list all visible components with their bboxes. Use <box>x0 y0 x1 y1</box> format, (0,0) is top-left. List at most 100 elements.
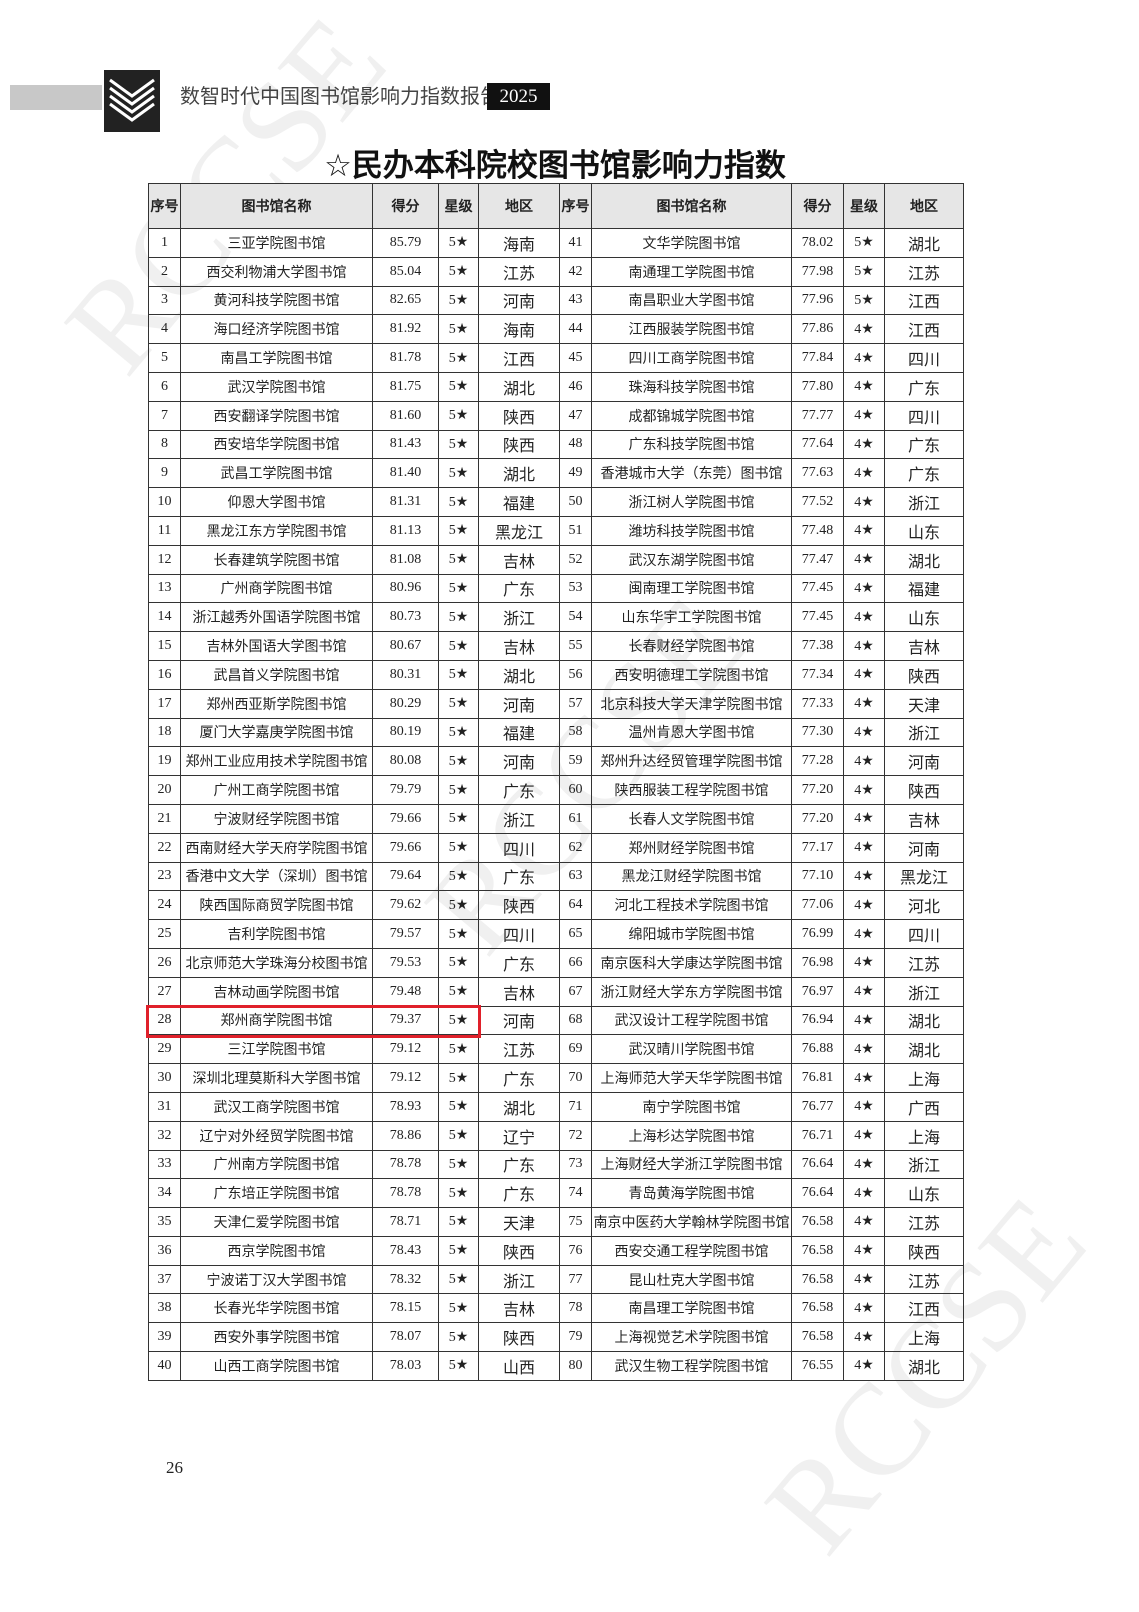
star-level: 4★ <box>843 1264 885 1295</box>
table-row: 8 西安培华学院图书馆 81.43 5★ 陕西 48 广东科技学院图书馆 77.64 4★ 广东 <box>148 429 964 460</box>
star-level: 5★ <box>438 1322 479 1353</box>
score: 79.64 <box>372 861 439 892</box>
score: 76.55 <box>791 1351 844 1381</box>
region: 江西 <box>884 1293 964 1324</box>
score: 76.58 <box>791 1322 844 1353</box>
star-level: 4★ <box>843 1178 885 1209</box>
star-level: 5★ <box>438 314 479 345</box>
serial: 37 <box>148 1264 181 1295</box>
table-row: 39 西安外事学院图书馆 78.07 5★ 陕西 79 上海视觉艺术学院图书馆 76.58 4★… <box>148 1322 964 1353</box>
star-level: 4★ <box>843 1235 885 1266</box>
score: 78.07 <box>372 1322 439 1353</box>
score: 77.34 <box>791 659 844 690</box>
region: 海南 <box>478 314 560 345</box>
library-name: 陕西国际商贸学院图书馆 <box>180 890 373 921</box>
score: 77.20 <box>791 775 844 805</box>
table-row: 24 陕西国际商贸学院图书馆 79.62 5★ 陕西 64 河北工程技术学院图书馆 77.06… <box>148 890 964 921</box>
region: 四川 <box>478 919 560 949</box>
score: 76.71 <box>791 1120 844 1151</box>
region: 浙江 <box>478 803 560 834</box>
region: 湖北 <box>884 1351 964 1381</box>
region: 江苏 <box>478 256 560 287</box>
star-level: 5★ <box>438 659 479 690</box>
region: 河南 <box>884 746 964 777</box>
table-row: 33 广州南方学院图书馆 78.78 5★ 广东 73 上海财经大学浙江学院图书馆 76.64… <box>148 1149 964 1180</box>
library-name: 武汉东湖学院图书馆 <box>591 544 792 575</box>
region: 广东 <box>884 371 964 402</box>
table-row: 23 香港中文大学（深圳）图书馆 79.64 5★ 广东 63 黑龙江财经学院图书馆 77.1… <box>148 861 964 892</box>
library-name: 南京中医药大学翰林学院图书馆 <box>591 1207 792 1237</box>
library-name: 西安明德理工学院图书馆 <box>591 659 792 690</box>
column-header: 序号 <box>559 183 592 229</box>
serial: 2 <box>148 256 181 287</box>
serial: 7 <box>148 400 181 431</box>
serial: 41 <box>559 228 592 258</box>
region: 陕西 <box>478 890 560 921</box>
star-level: 4★ <box>843 1091 885 1122</box>
serial: 16 <box>148 659 181 690</box>
score: 78.32 <box>372 1264 439 1295</box>
region: 山西 <box>478 1351 560 1381</box>
library-name: 黄河科技学院图书馆 <box>180 285 373 316</box>
region: 上海 <box>884 1120 964 1151</box>
star-level: 5★ <box>438 803 479 834</box>
region: 河南 <box>478 746 560 777</box>
serial: 18 <box>148 717 181 748</box>
table-row: 20 广州工商学院图书馆 79.79 5★ 广东 60 陕西服装工程学院图书馆 77.20 4★… <box>148 775 964 805</box>
library-name: 上海财经大学浙江学院图书馆 <box>591 1149 792 1180</box>
star-level: 5★ <box>438 429 479 460</box>
star-level: 5★ <box>438 602 479 633</box>
region: 吉林 <box>478 544 560 575</box>
star-level: 5★ <box>438 487 479 517</box>
region: 湖北 <box>884 1005 964 1036</box>
region: 江苏 <box>884 947 964 978</box>
library-name: 厦门大学嘉庚学院图书馆 <box>180 717 373 748</box>
region: 广东 <box>478 1178 560 1209</box>
score: 76.58 <box>791 1264 844 1295</box>
star-level: 5★ <box>438 947 479 978</box>
score: 77.38 <box>791 631 844 661</box>
library-name: 广东培正学院图书馆 <box>180 1178 373 1209</box>
region: 辽宁 <box>478 1120 560 1151</box>
score: 80.96 <box>372 573 439 604</box>
region: 湖北 <box>884 228 964 258</box>
serial: 60 <box>559 775 592 805</box>
score: 79.48 <box>372 976 439 1007</box>
library-name: 南昌工学院图书馆 <box>180 343 373 373</box>
star-level: 5★ <box>438 1063 479 1093</box>
serial: 80 <box>559 1351 592 1381</box>
table-row: 22 西南财经大学天府学院图书馆 79.66 5★ 四川 62 郑州财经学院图书馆 77.17… <box>148 832 964 863</box>
serial: 31 <box>148 1091 181 1122</box>
region: 湖北 <box>478 659 560 690</box>
score: 78.86 <box>372 1120 439 1151</box>
library-name: 西京学院图书馆 <box>180 1235 373 1266</box>
serial: 44 <box>559 314 592 345</box>
region: 江苏 <box>884 256 964 287</box>
region: 吉林 <box>478 976 560 1007</box>
region: 湖北 <box>884 1034 964 1065</box>
library-name: 吉林动画学院图书馆 <box>180 976 373 1007</box>
table-row: 17 郑州西亚斯学院图书馆 80.29 5★ 河南 57 北京科技大学天津学院图书馆 77.3… <box>148 688 964 719</box>
table-row: 3 黄河科技学院图书馆 82.65 5★ 河南 43 南昌职业大学图书馆 77.96 5★ 江西 <box>148 285 964 316</box>
region: 河南 <box>884 832 964 863</box>
table-row: 15 吉林外国语大学图书馆 80.67 5★ 吉林 55 长春财经学院图书馆 77.38 4★ 吉… <box>148 631 964 661</box>
serial: 47 <box>559 400 592 431</box>
library-name: 三江学院图书馆 <box>180 1034 373 1065</box>
serial: 79 <box>559 1322 592 1353</box>
library-name: 广州工商学院图书馆 <box>180 775 373 805</box>
star-level: 5★ <box>438 573 479 604</box>
column-header: 得分 <box>372 183 439 229</box>
score: 77.80 <box>791 371 844 402</box>
score: 77.48 <box>791 515 844 546</box>
region: 陕西 <box>478 1322 560 1353</box>
score: 78.78 <box>372 1178 439 1209</box>
serial: 29 <box>148 1034 181 1065</box>
star-level: 4★ <box>843 919 885 949</box>
star-level: 4★ <box>843 371 885 402</box>
serial: 48 <box>559 429 592 460</box>
region: 广东 <box>478 861 560 892</box>
score: 81.13 <box>372 515 439 546</box>
serial: 23 <box>148 861 181 892</box>
star-level: 5★ <box>438 371 479 402</box>
header-year: 2025 <box>487 83 550 110</box>
